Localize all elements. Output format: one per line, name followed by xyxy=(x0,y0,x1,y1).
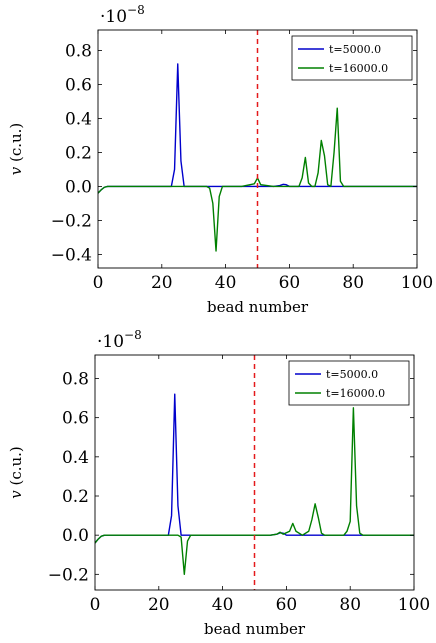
y-tick-label: −0.2 xyxy=(51,211,92,231)
x-tick-label: 0 xyxy=(93,273,104,293)
y-tick-label: 0.6 xyxy=(62,409,89,429)
y-tick-label: 0.8 xyxy=(65,41,92,61)
y-tick-label: 0.4 xyxy=(65,109,92,129)
x-tick-label: 60 xyxy=(276,595,298,615)
legend-label-1: t=5000.0 xyxy=(326,368,378,381)
y-tick-label: 0.0 xyxy=(65,177,92,197)
y-tick-label: 0.6 xyxy=(65,75,92,95)
y-tick-label: 0.8 xyxy=(62,370,89,390)
x-tick-label: 80 xyxy=(342,273,364,293)
x-tick-label: 100 xyxy=(398,595,430,615)
series-line-2 xyxy=(98,107,417,252)
legend-label-2: t=16000.0 xyxy=(329,62,388,75)
plot-frame xyxy=(97,29,418,269)
y-scale-factor: ·10−8 xyxy=(100,3,145,27)
x-tick-label: 40 xyxy=(215,273,237,293)
y-scale-base: ·10 xyxy=(100,7,127,27)
y-scale-factor: ·10−8 xyxy=(97,328,142,352)
y-tick-label: 0.2 xyxy=(65,143,92,163)
y-tick-label: 0.4 xyxy=(62,448,89,468)
chart-2: 0 20 40 60 80 100 −0.2 0.0 0.2 0.4 0.6 0.8 bead numb… xyxy=(7,328,430,638)
x-tick-label: 20 xyxy=(148,595,170,615)
series-line-2 xyxy=(95,407,414,576)
y-tick-label: −0.4 xyxy=(51,245,92,265)
x-axis-label: bead number xyxy=(204,620,306,638)
chart-1: 0 20 40 60 80 100 −0.4 −0.2 0.0 0.2 0.4 0.6 0.8 bead … xyxy=(7,3,433,316)
legend-label-1: t=5000.0 xyxy=(329,43,381,56)
legend-box xyxy=(288,360,410,406)
series-line-1 xyxy=(98,63,417,194)
y-tick-label: 0.0 xyxy=(62,526,89,546)
x-tick-label: 60 xyxy=(279,273,301,293)
y-axis-label-unit: (c.u.) xyxy=(7,446,25,490)
y-axis-label-unit: (c.u.) xyxy=(7,123,25,167)
y-axis-label: v (c.u.) xyxy=(7,446,25,499)
x-tick-label: 20 xyxy=(151,273,173,293)
x-axis-label: bead number xyxy=(207,298,309,316)
y-axis-label-symbol: v xyxy=(7,166,25,175)
y-tick-label: 0.2 xyxy=(62,487,89,507)
y-tick-label: −0.2 xyxy=(48,565,89,585)
legend: t=5000.0 t=16000.0 xyxy=(288,360,410,406)
y-axis-label-symbol: v xyxy=(7,490,25,499)
legend-box xyxy=(291,35,413,81)
y-scale-base: ·10 xyxy=(97,332,124,352)
legend-label-2: t=16000.0 xyxy=(326,387,385,400)
legend: t=5000.0 t=16000.0 xyxy=(291,35,413,81)
y-axis-label: v (c.u.) xyxy=(7,123,25,176)
x-tick-label: 0 xyxy=(90,595,101,615)
y-scale-exponent: −8 xyxy=(124,328,142,342)
y-scale-exponent: −8 xyxy=(127,3,145,17)
plot-frame xyxy=(94,354,415,591)
x-tick-label: 80 xyxy=(339,595,361,615)
x-tick-label: 100 xyxy=(401,273,433,293)
x-tick-label: 40 xyxy=(212,595,234,615)
